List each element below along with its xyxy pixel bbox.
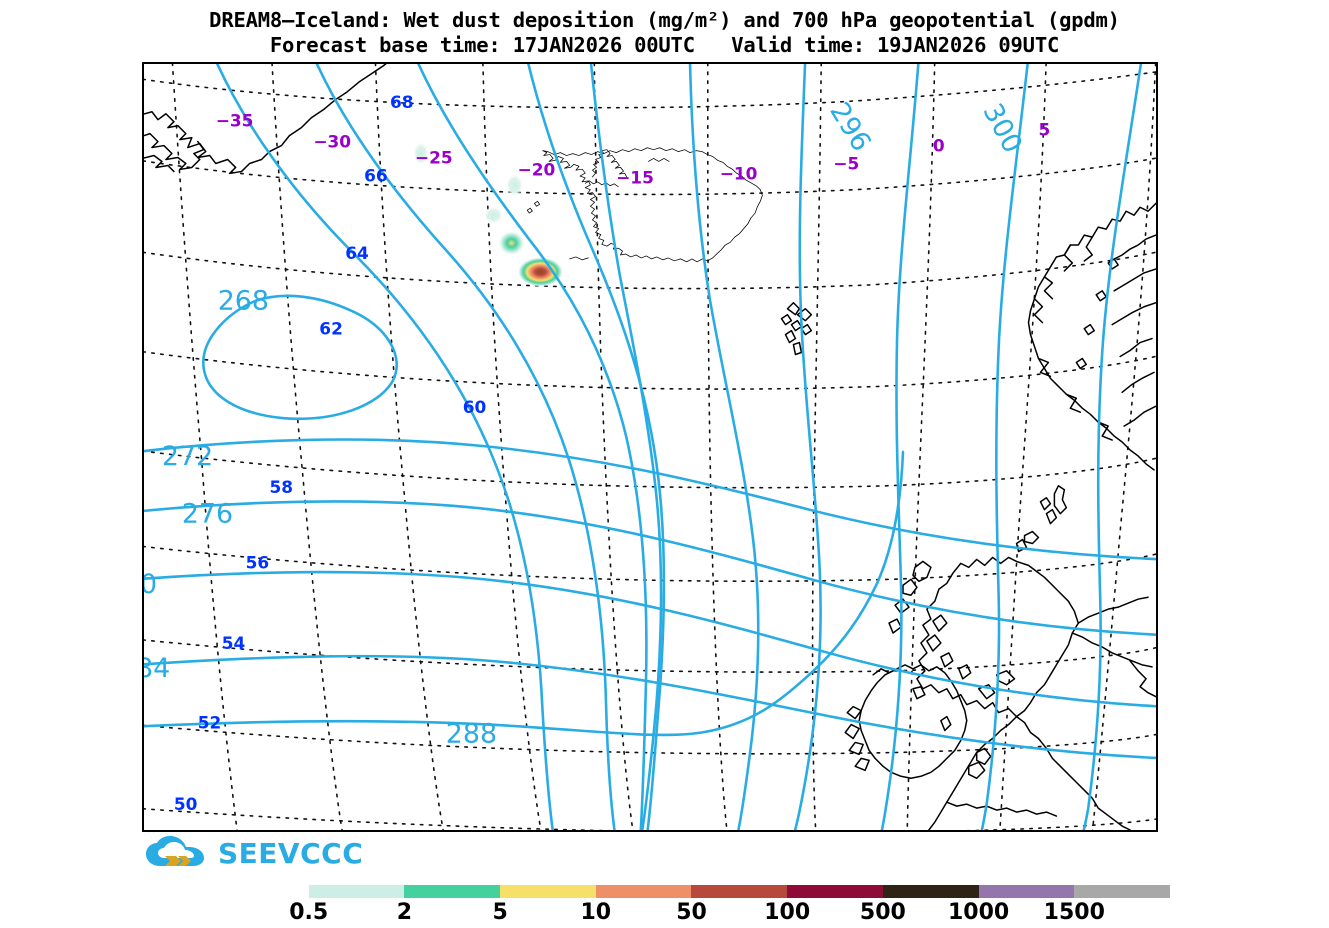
coastline-great-britain — [928, 596, 1156, 830]
colorbar-segment-9 — [1074, 885, 1170, 898]
colorbar-tick-2: 2 — [396, 900, 413, 925]
deposition-patch-inland — [497, 230, 526, 256]
colorbar-segment-4 — [595, 885, 692, 898]
contour-trough-e — [589, 64, 663, 830]
contour-ridge-a — [688, 64, 760, 830]
lat-label-52: 52 — [198, 713, 222, 733]
contour-268 — [202, 294, 398, 421]
colorbar-swatches — [213, 885, 1170, 898]
contour-label-272: 272 — [162, 441, 213, 472]
coastline-shetland — [1039, 485, 1068, 525]
lon-label-5: 5 — [1038, 120, 1050, 140]
contour-label-280: 0 — [144, 569, 157, 600]
longitude-labels: −35 −30 −25 −20 −15 −10 −5 0 5 — [216, 111, 1051, 188]
contour-ridge-c — [880, 64, 920, 830]
colorbar-segment-2 — [404, 885, 501, 898]
latitude-labels: 68 66 64 62 60 58 56 54 52 50 — [174, 92, 486, 814]
colorbar: 0.5 2 5 10 50 100 500 1000 1500 — [213, 885, 1170, 928]
deposition-trace-west — [505, 173, 524, 198]
colorbar-tick-50: 50 — [676, 900, 707, 925]
contour-trough-d — [527, 64, 666, 830]
contour-276 — [144, 500, 1156, 636]
colorbar-segment-5 — [691, 885, 788, 898]
colorbar-tick-1000: 1000 — [947, 900, 1010, 925]
contour-ridge-d — [980, 64, 1029, 830]
contour-label-268: 268 — [218, 286, 269, 317]
contour-trough-a — [215, 64, 554, 830]
colorbar-segment-1 — [308, 885, 405, 898]
colorbar-segment-0 — [213, 885, 309, 898]
lon-label-m20: −20 — [518, 159, 556, 179]
contour-ridge-b — [793, 64, 822, 830]
deposition-trace-highland — [483, 206, 504, 225]
page-title: DREAM8—Iceland: Wet dust deposition (mg/… — [0, 8, 1329, 58]
lat-label-56: 56 — [246, 552, 270, 572]
deposition-plume-south-coast — [517, 256, 564, 287]
colorbar-tick-labels: 0.5 2 5 10 50 100 500 1000 1500 — [213, 900, 1170, 928]
contour-288 — [144, 450, 905, 737]
coastline-faroe — [780, 302, 813, 356]
geopotential-contours — [144, 64, 1156, 830]
lat-label-64: 64 — [345, 243, 369, 263]
coastline-greenland — [144, 64, 387, 175]
colorbar-segment-7 — [882, 885, 979, 898]
lon-label-m30: −30 — [313, 132, 351, 152]
contour-label-276: 276 — [182, 499, 233, 530]
logo-text: SEEVCCC — [218, 836, 364, 870]
lon-label-m10: −10 — [720, 163, 758, 183]
colorbar-segment-6 — [787, 885, 883, 898]
lon-label-0: 0 — [933, 136, 945, 156]
graticule — [144, 64, 1156, 830]
cloud-icon — [146, 836, 204, 866]
map-plot-area[interactable]: 268 272 276 0 84 288 296 300 68 66 64 62… — [142, 62, 1158, 832]
coastline-scotland — [888, 556, 1080, 718]
contour-ridge-e — [1082, 64, 1143, 830]
title-line-2: Forecast base time: 17JAN2026 00UTC Vali… — [269, 33, 1060, 57]
lat-label-68: 68 — [390, 92, 414, 112]
contour-trough-b — [315, 64, 616, 830]
contour-trough-c — [417, 64, 648, 830]
colorbar-tick-0.5: 0.5 — [289, 900, 329, 925]
contour-284 — [144, 654, 1156, 760]
colorbar-tick-5: 5 — [492, 900, 508, 925]
lat-label-58: 58 — [270, 477, 294, 497]
lat-label-60: 60 — [463, 397, 487, 417]
contour-label-288: 288 — [446, 718, 497, 749]
colorbar-tick-100: 100 — [764, 900, 811, 925]
coastline-norway — [1027, 202, 1156, 471]
lon-label-m25: −25 — [415, 147, 453, 167]
lat-label-62: 62 — [319, 319, 343, 339]
colorbar-segment-3 — [500, 885, 596, 898]
lat-label-50: 50 — [174, 794, 198, 814]
title-line-1: DREAM8—Iceland: Wet dust deposition (mg/… — [209, 8, 1120, 32]
lon-label-m35: −35 — [216, 111, 254, 131]
contour-272 — [144, 438, 1156, 561]
seevccc-logo: SEEVCCC — [146, 836, 363, 870]
lon-label-m5: −5 — [833, 153, 859, 173]
lat-label-54: 54 — [222, 633, 246, 653]
colorbar-tick-10: 10 — [580, 900, 612, 925]
lat-label-66: 66 — [364, 165, 388, 185]
coastlines — [144, 64, 1156, 830]
colorbar-tick-500: 500 — [859, 900, 906, 925]
coastline-ireland — [844, 664, 968, 780]
contour-280 — [144, 570, 1156, 708]
lon-label-m15: −15 — [616, 167, 654, 187]
contour-label-296: 296 — [823, 97, 876, 157]
colorbar-segment-8 — [978, 885, 1075, 898]
contour-label-300: 300 — [977, 99, 1028, 159]
dust-deposition-field — [412, 141, 564, 287]
deposition-trace-northwest — [412, 141, 429, 166]
map-canvas: 268 272 276 0 84 288 296 300 68 66 64 62… — [144, 64, 1156, 830]
colorbar-tick-1500: 1500 — [1043, 900, 1105, 925]
contour-label-284: 84 — [144, 653, 170, 684]
coastline-iceland — [526, 147, 763, 263]
